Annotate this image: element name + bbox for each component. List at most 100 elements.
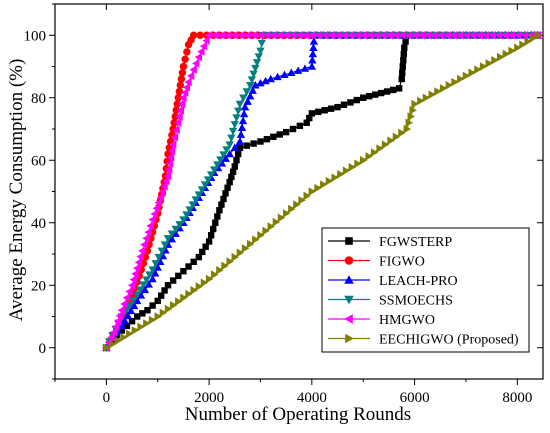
- data-point-fgwsterp: [123, 322, 131, 330]
- data-point-leach-pro: [126, 306, 136, 315]
- data-point-fgwsterp: [202, 243, 209, 250]
- data-point-eechigwo-proposed: [524, 37, 532, 46]
- data-point-eechigwo-proposed: [108, 340, 117, 349]
- data-point-fgwsterp: [347, 99, 354, 106]
- data-point-hmgwo: [204, 31, 213, 40]
- data-point-eechigwo-proposed: [434, 87, 442, 96]
- data-point-ssmoechs: [167, 230, 177, 238]
- data-point-fgwsterp: [402, 38, 409, 45]
- data-point-leach-pro: [230, 143, 239, 151]
- data-point-eechigwo-proposed: [320, 180, 328, 189]
- data-point-hmgwo: [488, 31, 496, 40]
- x-tick-label: 8000: [502, 390, 532, 406]
- data-point-fgwsterp: [395, 85, 403, 92]
- data-point-hmgwo: [288, 31, 297, 40]
- data-point-hmgwo: [275, 31, 284, 40]
- data-point-fgwsterp: [229, 168, 237, 175]
- data-point-fgwsterp: [315, 108, 322, 116]
- data-point-eechigwo-proposed: [381, 140, 390, 149]
- data-point-fgwsterp: [383, 88, 391, 95]
- data-point-fgwsterp: [366, 92, 373, 100]
- data-point-eechigwo-proposed: [262, 226, 270, 236]
- data-point-fgwsterp: [133, 313, 141, 320]
- legend-label-eechigwo-proposed: EECHIGWO (Proposed): [379, 333, 519, 348]
- data-point-ssmoechs: [171, 225, 180, 234]
- data-point-eechigwo-proposed: [411, 99, 419, 109]
- data-point-leach-pro: [309, 43, 318, 51]
- data-point-eechigwo-proposed: [293, 200, 301, 209]
- data-point-ssmoechs: [247, 76, 257, 84]
- data-point-ssmoechs: [251, 64, 260, 73]
- data-point-eechigwo-proposed: [154, 312, 162, 321]
- data-point-hmgwo: [150, 209, 158, 219]
- data-point-ssmoechs: [200, 181, 210, 189]
- data-point-eechigwo-proposed: [337, 169, 345, 179]
- data-point-hmgwo: [162, 176, 170, 186]
- data-point-leach-pro: [117, 321, 126, 330]
- data-point-eechigwo-proposed: [282, 209, 291, 218]
- data-point-eechigwo-proposed: [137, 322, 145, 332]
- data-point-fgwsterp: [228, 173, 235, 181]
- data-point-fgwsterp: [207, 232, 215, 239]
- data-point-leach-pro: [280, 70, 289, 79]
- data-point-ssmoechs: [232, 114, 241, 122]
- data-point-hmgwo: [378, 31, 387, 40]
- data-point-ssmoechs: [179, 216, 188, 224]
- data-point-eechigwo-proposed: [169, 301, 178, 310]
- data-point-fgwsterp: [199, 248, 206, 256]
- data-point-hmgwo: [184, 77, 192, 87]
- data-point-hmgwo: [182, 83, 191, 92]
- data-point-hmgwo: [314, 31, 322, 40]
- data-point-leach-pro: [308, 49, 318, 58]
- data-point-hmgwo: [167, 146, 176, 156]
- data-point-eechigwo-proposed: [376, 144, 384, 153]
- data-point-hmgwo: [176, 106, 185, 115]
- data-point-ssmoechs: [188, 201, 197, 209]
- data-point-hmgwo: [308, 31, 316, 40]
- data-point-fgwsterp: [401, 44, 408, 51]
- series-eechigwo-proposed: [103, 31, 543, 352]
- data-point-figwo: [173, 100, 181, 108]
- data-point-ssmoechs: [230, 121, 239, 129]
- data-point-hmgwo: [366, 31, 374, 40]
- data-point-ssmoechs: [242, 88, 251, 96]
- data-point-leach-pro: [132, 296, 142, 305]
- data-point-hmgwo: [514, 31, 522, 40]
- data-point-eechigwo-proposed: [331, 173, 339, 182]
- data-point-ssmoechs: [257, 39, 266, 48]
- data-point-hmgwo: [140, 240, 148, 249]
- data-point-hmgwo: [170, 133, 179, 142]
- data-point-hmgwo: [146, 221, 154, 231]
- data-point-fgwsterp: [400, 57, 407, 64]
- data-point-leach-pro: [153, 263, 162, 271]
- data-point-eechigwo-proposed: [272, 217, 281, 227]
- data-point-eechigwo-proposed: [514, 43, 522, 52]
- data-point-eechigwo-proposed: [387, 136, 395, 145]
- data-point-figwo: [175, 87, 184, 96]
- data-point-ssmoechs: [148, 266, 157, 274]
- y-tick-label: 0: [39, 341, 47, 357]
- data-point-hmgwo: [158, 187, 167, 196]
- data-point-figwo: [183, 48, 191, 56]
- data-point-figwo: [189, 31, 198, 39]
- data-point-eechigwo-proposed: [457, 74, 465, 84]
- data-point-hmgwo: [132, 263, 141, 273]
- data-point-hmgwo: [449, 31, 458, 40]
- data-point-eechigwo-proposed: [529, 34, 537, 43]
- data-point-eechigwo-proposed: [216, 266, 224, 275]
- data-point-leach-pro: [239, 109, 249, 118]
- y-axis-title: Average Energy Consumption (%): [6, 59, 27, 322]
- data-point-leach-pro: [287, 68, 296, 76]
- data-point-hmgwo: [340, 31, 348, 40]
- series-hmgwo: [102, 31, 542, 352]
- data-point-leach-pro: [300, 64, 310, 72]
- y-tick-label: 80: [31, 91, 46, 107]
- data-point-hmgwo: [131, 269, 139, 278]
- x-tick-label: 0: [103, 390, 111, 406]
- data-point-eechigwo-proposed: [398, 128, 406, 138]
- data-point-hmgwo: [269, 31, 277, 40]
- data-point-hmgwo: [111, 322, 120, 331]
- data-point-ssmoechs: [136, 286, 145, 294]
- data-point-hmgwo: [501, 31, 509, 40]
